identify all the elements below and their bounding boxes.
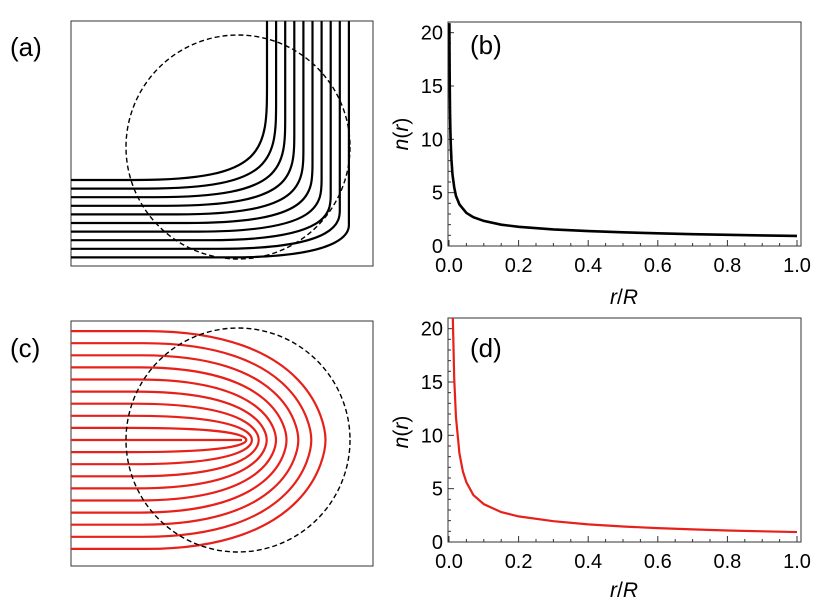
panel-a-label: (a) bbox=[10, 32, 42, 62]
panel-c-frame bbox=[70, 320, 374, 567]
chart-b-ylabel: n(r) bbox=[390, 118, 413, 151]
x-tick-label: 1.0 bbox=[783, 551, 811, 573]
panel-c-ray bbox=[71, 426, 248, 454]
y-tick-label: 10 bbox=[421, 129, 443, 151]
panel-a bbox=[70, 20, 374, 267]
panel-c-ray bbox=[71, 342, 313, 538]
x-tick-label: 0.4 bbox=[574, 255, 602, 277]
panel-a-rays bbox=[71, 21, 351, 259]
chart-b-series-line bbox=[448, 23, 798, 238]
chart-b-x-ticks: 0.0 0.2 0.4 0.6 0.8 1.0 bbox=[435, 240, 811, 277]
panel-c-rays bbox=[71, 330, 327, 550]
panel-c-ray bbox=[71, 354, 300, 526]
chart-b-frame bbox=[447, 21, 802, 247]
panel-a-ray bbox=[71, 21, 341, 250]
chart-b: (b) 0 5 10 15 20 0.0 0.2 0.4 0.6 0.8 1.0 n(r) r/R bbox=[390, 21, 811, 309]
panel-a-ray bbox=[71, 21, 278, 190]
chart-d-frame bbox=[447, 317, 802, 543]
x-tick-label: 0.0 bbox=[435, 255, 463, 277]
panel-a-boundary-circle bbox=[125, 34, 351, 260]
y-tick-label: 15 bbox=[421, 372, 443, 394]
y-tick-label: 5 bbox=[432, 183, 443, 205]
x-tick-label: 0.4 bbox=[574, 551, 602, 573]
x-tick-label: 1.0 bbox=[783, 255, 811, 277]
chart-d-ylabel: n(r) bbox=[390, 416, 413, 449]
x-tick-label: 0.8 bbox=[713, 551, 741, 573]
chart-d-xlabel: r/R bbox=[610, 579, 638, 602]
chart-b-label: (b) bbox=[470, 30, 502, 60]
chart-d-label: (d) bbox=[470, 333, 502, 363]
panel-a-ray bbox=[71, 21, 332, 242]
y-tick-label: 0 bbox=[432, 236, 443, 258]
panel-c-ray bbox=[71, 330, 327, 550]
chart-d-x-ticks: 0.0 0.2 0.4 0.6 0.8 1.0 bbox=[435, 536, 811, 573]
x-tick-label: 0.2 bbox=[505, 551, 533, 573]
x-tick-label: 0.2 bbox=[505, 255, 533, 277]
panel-a-ray bbox=[71, 21, 287, 199]
y-tick-label: 10 bbox=[421, 425, 443, 447]
panel-c-ray bbox=[71, 390, 268, 490]
panel-a-ray bbox=[71, 21, 296, 207]
x-tick-label: 0.6 bbox=[644, 255, 672, 277]
chart-d: (d) 0 5 10 15 20 0.0 0.2 0.4 0.6 0.8 1.0 n(r) r/R bbox=[390, 317, 811, 602]
y-tick-label: 20 bbox=[421, 319, 443, 341]
y-tick-label: 0 bbox=[432, 532, 443, 554]
chart-b-xlabel: r/R bbox=[610, 286, 638, 309]
panel-c-ray bbox=[71, 378, 278, 502]
panel-c-ray bbox=[71, 402, 260, 478]
panel-a-ray bbox=[71, 21, 351, 259]
panel-a-ray bbox=[71, 21, 305, 216]
y-tick-label: 20 bbox=[421, 23, 443, 45]
x-tick-label: 0.0 bbox=[435, 551, 463, 573]
panel-c-ray bbox=[71, 366, 288, 514]
chart-b-y-ticks: 0 5 10 15 20 bbox=[421, 23, 454, 258]
y-tick-label: 15 bbox=[421, 76, 443, 98]
panel-a-ray bbox=[71, 21, 314, 225]
chart-d-series-line bbox=[451, 317, 798, 534]
panel-a-ray bbox=[71, 21, 323, 233]
panel-c-label: (c) bbox=[10, 333, 40, 363]
panel-a-frame bbox=[70, 20, 374, 267]
panel-c-boundary-circle bbox=[125, 327, 351, 553]
panel-a-ray bbox=[71, 21, 269, 182]
panel-c-ray bbox=[71, 414, 254, 466]
x-tick-label: 0.8 bbox=[713, 255, 741, 277]
chart-d-y-ticks: 0 5 10 15 20 bbox=[421, 319, 454, 554]
x-tick-label: 0.6 bbox=[644, 551, 672, 573]
panel-c bbox=[70, 320, 374, 567]
y-tick-label: 5 bbox=[432, 479, 443, 501]
